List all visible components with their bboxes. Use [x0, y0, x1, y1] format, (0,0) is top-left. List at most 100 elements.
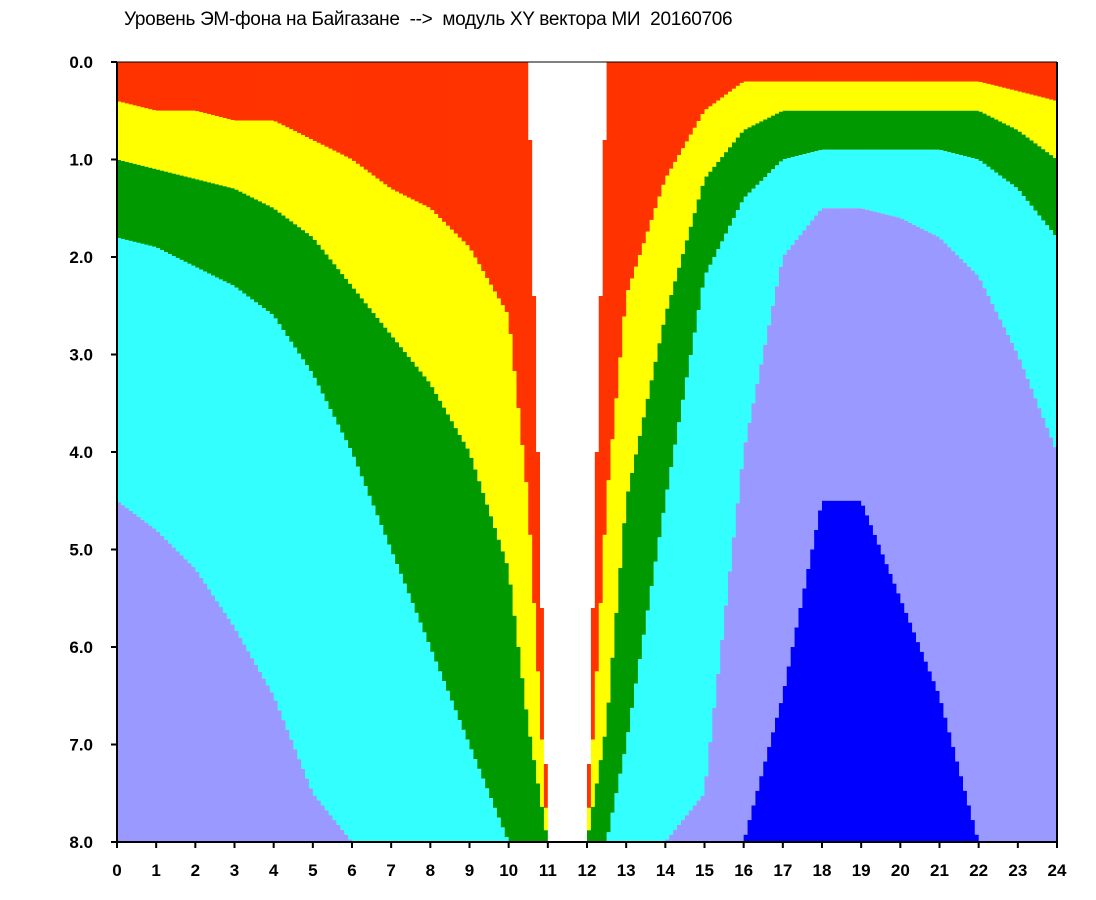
- heat-cell: [849, 500, 854, 842]
- heat-cell: [199, 269, 204, 578]
- heat-cell: [308, 139, 314, 237]
- heat-cell: [1041, 417, 1046, 842]
- heat-cell: [504, 837, 510, 842]
- heat-cell: [191, 265, 196, 568]
- heat-cell: [308, 62, 314, 140]
- heat-cell: [293, 347, 298, 750]
- heat-cell: [1021, 196, 1027, 370]
- heat-cell: [399, 193, 404, 348]
- heat-cell: [167, 110, 173, 173]
- heat-cell: [849, 81, 854, 111]
- heat-cell: [136, 516, 142, 842]
- heat-cell: [845, 110, 851, 150]
- heat-cell: [465, 739, 471, 842]
- heat-cell: [320, 249, 326, 394]
- heat-cell: [536, 452, 541, 672]
- heat-cell: [853, 81, 858, 111]
- heat-cell: [508, 334, 514, 585]
- heat-cell: [594, 62, 600, 452]
- heat-cell: [258, 120, 263, 202]
- heat-cell: [841, 110, 847, 150]
- heat-cell: [426, 62, 431, 208]
- heat-cell: [132, 241, 138, 514]
- heat-cell: [387, 332, 392, 545]
- heat-cell: [222, 62, 228, 119]
- heat-cell: [955, 154, 960, 256]
- heat-cell: [375, 515, 381, 843]
- heat-cell: [853, 110, 858, 150]
- heat-cell: [849, 110, 854, 150]
- heat-cell: [900, 62, 905, 82]
- heat-cell: [1025, 200, 1031, 379]
- heat-cell: [332, 150, 337, 265]
- heat-cell: [191, 110, 196, 179]
- y-tick-label: 6.0: [69, 638, 93, 657]
- heat-cell: [528, 534, 533, 737]
- heat-cell: [630, 707, 635, 842]
- heat-cell: [152, 110, 157, 169]
- heat-cell: [199, 112, 204, 181]
- heat-cell: [590, 739, 596, 807]
- heat-cell: [743, 81, 749, 130]
- heat-cell: [395, 191, 400, 343]
- heat-cell: [410, 361, 416, 604]
- heat-cell: [825, 208, 831, 501]
- heat-cell: [622, 523, 627, 755]
- heat-cell: [1025, 137, 1031, 201]
- heat-cell: [849, 62, 854, 82]
- heat-cell: [974, 834, 980, 842]
- heat-cell: [959, 62, 964, 82]
- heat-cell: [402, 352, 408, 584]
- heat-cell: [912, 224, 917, 633]
- heat-cell: [391, 554, 396, 843]
- heat-cell: [739, 62, 745, 83]
- heat-cell: [414, 201, 420, 367]
- heat-cell: [410, 603, 416, 843]
- heat-cell: [391, 189, 396, 338]
- heat-cell: [152, 168, 157, 247]
- heat-cell: [512, 615, 518, 842]
- heat-cell: [720, 157, 725, 242]
- heat-cell: [504, 563, 510, 838]
- heat-cell: [959, 81, 964, 111]
- heat-cell: [841, 149, 847, 209]
- heat-cell: [857, 110, 862, 150]
- heat-cell: [226, 62, 232, 120]
- heat-cell: [320, 62, 326, 145]
- heat-cell: [622, 316, 627, 524]
- heat-cell: [919, 81, 925, 111]
- heat-cell: [320, 805, 326, 842]
- y-tick-label: 2.0: [69, 248, 93, 267]
- heat-cell: [1041, 149, 1046, 221]
- heat-cell: [994, 85, 999, 120]
- heat-cell: [916, 110, 921, 150]
- heat-cell: [363, 486, 369, 842]
- heat-cell: [305, 62, 310, 138]
- heat-cell: [481, 271, 486, 493]
- heat-cell: [606, 62, 612, 481]
- heat-cell: [739, 469, 745, 842]
- heat-cell: [1045, 152, 1050, 226]
- heat-cell: [222, 612, 228, 843]
- heat-cell: [238, 637, 243, 842]
- heat-cell: [402, 583, 408, 843]
- heat-cell: [786, 81, 792, 111]
- heat-cell: [935, 81, 941, 111]
- heat-cell: [402, 62, 408, 196]
- heat-cell: [900, 81, 905, 111]
- heat-cell: [731, 218, 737, 538]
- heat-cell: [352, 456, 357, 843]
- heat-cell: [610, 439, 616, 658]
- heat-cell: [845, 208, 851, 501]
- heat-cell: [865, 110, 870, 150]
- heat-cell: [375, 317, 381, 516]
- heat-cell: [896, 62, 901, 82]
- heat-cell: [1033, 95, 1039, 144]
- heat-cell: [496, 817, 502, 843]
- heat-cell: [677, 267, 682, 423]
- heat-cell: [473, 62, 478, 258]
- heat-cell: [904, 81, 909, 111]
- heat-cell: [755, 81, 760, 124]
- heat-cell: [794, 110, 800, 157]
- heat-cell: [485, 788, 490, 842]
